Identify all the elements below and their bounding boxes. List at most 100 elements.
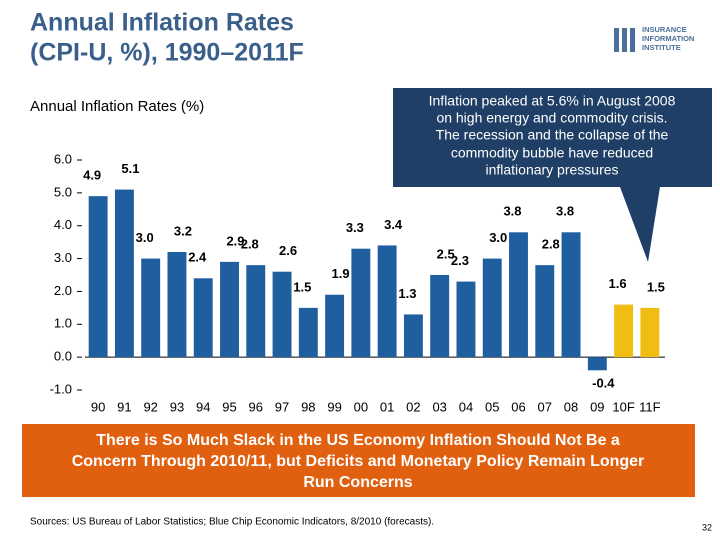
bar	[535, 265, 555, 358]
value-label: 2.4	[188, 250, 207, 265]
bar	[141, 258, 161, 358]
value-label: 2.5	[437, 246, 455, 261]
value-label: 2.6	[279, 243, 297, 258]
bar	[114, 189, 134, 358]
page-number: 32	[702, 522, 712, 532]
value-label: 2.9	[226, 233, 244, 248]
value-label: 3.0	[489, 230, 507, 245]
bar	[377, 245, 397, 358]
value-label: 1.5	[293, 279, 311, 294]
bar	[640, 307, 660, 358]
y-tick-label: 6.0	[54, 151, 72, 166]
annotation: inflationary pressures	[485, 162, 618, 178]
x-tick-label: 90	[91, 399, 105, 414]
value-label: 3.0	[136, 230, 154, 245]
x-tick-label: 93	[170, 399, 184, 414]
value-label: 1.9	[332, 266, 350, 281]
value-label: 3.8	[503, 204, 521, 219]
y-tick-label: 3.0	[54, 250, 72, 265]
value-label: 1.3	[398, 286, 416, 301]
subtitle: Annual Inflation Rates (%)	[30, 98, 204, 115]
x-tick-label: 04	[459, 399, 473, 414]
bar	[587, 357, 607, 371]
plot: -1.0 0.0 1.0 2.0 3.0 4.0 5.0 6.0 90 4.9 91 5.1 92 3.0…	[50, 151, 665, 414]
x-tick-label: 94	[196, 399, 210, 414]
y-tick-label: 4.0	[54, 217, 72, 232]
banner-text: Concern Through 2010/11, but Deficits an…	[72, 453, 645, 470]
x-tick-label: 99	[327, 399, 341, 414]
x-tick-label: 11F	[639, 399, 660, 414]
value-label: 3.4	[384, 217, 403, 232]
bar	[614, 304, 634, 358]
y-tick-label: -1.0	[50, 381, 72, 396]
y-tick-label: 2.0	[54, 283, 72, 298]
value-label: 2.8	[241, 237, 259, 252]
logo-mark	[614, 28, 619, 52]
logo-text: INFORMATION	[642, 34, 694, 43]
bar	[509, 232, 528, 358]
bar	[430, 275, 450, 358]
value-label: 2.3	[451, 253, 469, 268]
bar	[298, 307, 318, 358]
x-tick-label: 98	[301, 399, 315, 414]
x-tick-label: 02	[406, 399, 420, 414]
value-label: 3.2	[174, 223, 192, 238]
value-label: 5.1	[121, 161, 139, 176]
annotation: on high energy and commodity crisis.	[436, 110, 667, 126]
x-tick-label: 95	[222, 399, 236, 414]
logo-text: INSTITUTE	[642, 43, 681, 52]
y-tick-label: 0.0	[54, 349, 72, 364]
annotation: commodity bubble have reduced	[451, 145, 653, 161]
x-tick-label: 91	[117, 399, 131, 414]
annotation: Inflation peaked at 5.6% in August 2008	[429, 93, 676, 109]
banner-text: There is So Much Slack in the US Economy…	[96, 432, 620, 449]
x-tick-label: 09	[590, 399, 604, 414]
value-label: 1.5	[647, 279, 665, 294]
bar	[403, 314, 423, 358]
logo-mark	[630, 28, 635, 52]
bar	[482, 258, 502, 358]
x-tick-label: 96	[249, 399, 263, 414]
bar	[561, 232, 581, 358]
bar	[456, 281, 476, 358]
x-tick-label: 10F	[612, 399, 634, 414]
logo-text: INSURANCE	[642, 25, 687, 34]
x-tick-label: 05	[485, 399, 499, 414]
banner-box	[22, 424, 695, 497]
bar	[246, 265, 266, 358]
title: Annual Inflation Rates	[30, 9, 294, 37]
bar	[325, 294, 345, 358]
value-label: 3.3	[346, 220, 364, 235]
value-label: 2.8	[542, 237, 560, 252]
logo-mark	[622, 28, 627, 52]
x-tick-label: 01	[380, 399, 394, 414]
annotation: The recession and the collapse of the	[436, 127, 669, 143]
y-tick-label: 1.0	[54, 316, 72, 331]
callout: Inflation peaked at 5.6% in August 2008 …	[393, 88, 712, 262]
x-tick-label: 97	[275, 399, 289, 414]
bar	[167, 252, 187, 358]
bar	[88, 196, 108, 358]
y-tick-label: 5.0	[54, 184, 72, 199]
x-tick-label: 00	[354, 399, 368, 414]
logo: INSURANCE INFORMATION INSTITUTE	[614, 25, 694, 52]
banner-text: Run Concerns	[303, 474, 412, 491]
x-tick-label: 06	[511, 399, 525, 414]
value-label: -0.4	[592, 376, 615, 391]
bar	[193, 278, 213, 358]
callout-box	[393, 88, 712, 262]
x-tick-label: 92	[143, 399, 157, 414]
x-tick-label: 07	[538, 399, 552, 414]
bar	[220, 261, 239, 358]
bar	[351, 248, 371, 358]
banner: There is So Much Slack in the US Economy…	[22, 424, 695, 497]
value-label: 3.8	[556, 204, 574, 219]
title: (CPI-U, %), 1990–2011F	[30, 39, 304, 67]
value-label: 1.6	[609, 276, 627, 291]
bar	[272, 271, 292, 358]
x-tick-label: 08	[564, 399, 578, 414]
value-label: 4.9	[83, 168, 101, 183]
source: Sources: US Bureau of Labor Statistics; …	[30, 517, 434, 528]
x-tick-label: 03	[432, 399, 446, 414]
